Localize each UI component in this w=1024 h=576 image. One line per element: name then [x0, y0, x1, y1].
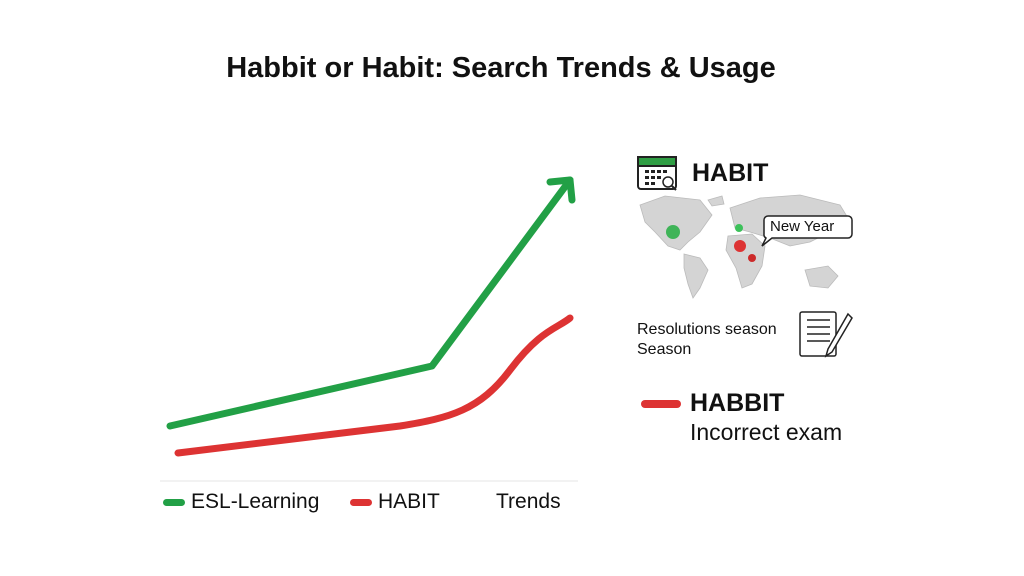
wrong-desc: Incorrect exam [690, 419, 843, 445]
panel-heading: HABIT [692, 159, 769, 187]
chart-title: Habbit or Habit: Search Trends & Usage [226, 52, 776, 84]
map-callout-text: New Year [770, 218, 835, 235]
legend-swatch-red [350, 498, 372, 506]
note-line: Season [637, 341, 692, 358]
legend-label: HABIT [378, 490, 440, 513]
legend-trends: Trends [496, 490, 561, 514]
arrowhead [546, 176, 576, 204]
note-line: Resolutions season [637, 321, 777, 338]
note-text: Resolutions season Season [637, 320, 777, 360]
legend-label: ESL-Learning [191, 490, 320, 513]
wrong-word: HABBIT [690, 389, 785, 417]
legend-habit: HABIT [350, 490, 440, 514]
legend-swatch-green [163, 498, 185, 506]
legend-esl: ESL-Learning [163, 490, 319, 514]
legend-label: Trends [496, 490, 561, 513]
series-line-esl [166, 176, 574, 430]
series-line-habit [174, 314, 574, 457]
